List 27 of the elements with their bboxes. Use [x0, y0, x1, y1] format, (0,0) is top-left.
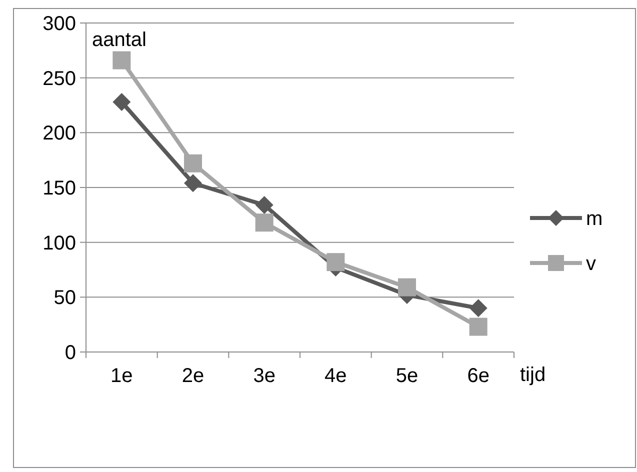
y-tick-label: 100	[42, 232, 76, 254]
point	[326, 253, 345, 272]
y-tick-label: 0	[64, 342, 76, 364]
legend-label: v	[586, 253, 596, 275]
point	[112, 51, 131, 70]
x-tick-label: 6e	[467, 365, 490, 387]
x-tick-label: 5e	[396, 365, 418, 387]
y-tick-label: 300	[42, 13, 76, 35]
x-tick-label: 1e	[110, 365, 133, 387]
point	[112, 92, 131, 111]
point	[398, 278, 416, 296]
x-tick-label: 4e	[324, 365, 347, 387]
y-tick-label: 150	[42, 178, 76, 200]
x-tick-label: 2e	[182, 365, 204, 387]
x-tick-label: 3e	[253, 365, 276, 387]
y-axis-title: aantal	[92, 29, 146, 51]
point	[184, 174, 202, 192]
point	[184, 154, 202, 172]
point	[469, 299, 488, 318]
x-axis-title: tijd	[520, 364, 546, 386]
legend-label: m	[586, 208, 603, 230]
y-tick-label: 200	[42, 122, 76, 145]
y-tick-label: 50	[54, 287, 76, 310]
point	[255, 214, 274, 232]
point	[469, 318, 488, 336]
point	[255, 196, 274, 214]
y-tick-label: 250	[42, 68, 76, 90]
